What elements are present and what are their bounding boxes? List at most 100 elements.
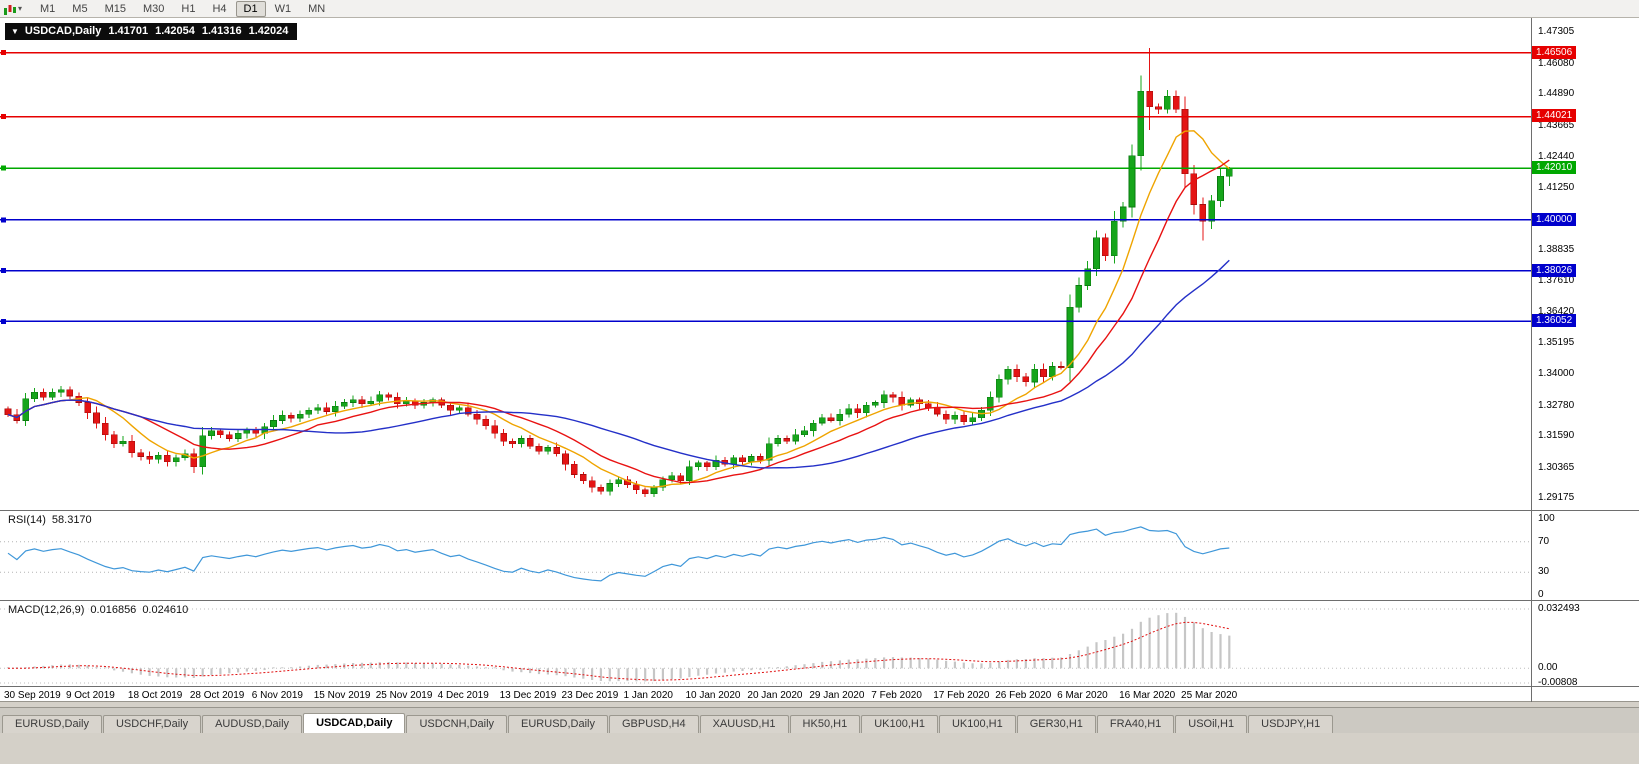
macd-main-value: 0.016856: [90, 604, 137, 616]
price-axis-label: 1.47305: [1538, 26, 1575, 38]
date-axis-label: 6 Nov 2019: [251, 690, 303, 701]
chart-tab-audusd-daily[interactable]: AUDUSD,Daily: [202, 715, 303, 733]
chart-tab-gbpusd-h4[interactable]: GBPUSD,H4: [609, 715, 699, 733]
date-axis-label: 25 Nov 2019: [375, 690, 433, 701]
chart-tab-usdjpy-h1[interactable]: USDJPY,H1: [1248, 715, 1334, 733]
price-axis-label: 1.37610: [1538, 275, 1575, 287]
date-axis-label: 6 Mar 2020: [1057, 690, 1108, 701]
date-axis-label: 4 Dec 2019: [437, 690, 489, 701]
ohlc-open: 1.41701: [108, 25, 149, 37]
rsi-indicator-plot: [0, 526, 1531, 582]
timeframe-button-w1[interactable]: W1: [274, 2, 292, 15]
date-axis-label: 7 Feb 2020: [871, 690, 922, 701]
timeframe-button-m1[interactable]: M1: [40, 2, 56, 15]
date-axis-label: 10 Jan 2020: [685, 690, 741, 701]
rsi-indicator-label: RSI(14) 58.3170: [8, 514, 92, 526]
timeframe-button-m5[interactable]: M5: [72, 2, 88, 15]
price-level-badge: 1.36052: [1532, 314, 1577, 328]
price-level-badge: 1.38026: [1532, 263, 1577, 277]
timeframe-button-h4[interactable]: H4: [212, 2, 227, 15]
chart-tab-eurusd-daily[interactable]: EURUSD,Daily: [508, 715, 608, 733]
timeframes-toolbar: ▾ M1 M5 M15 M30 H1 H4 D1 W1 MN: [0, 0, 1639, 18]
timeframe-button-m30[interactable]: M30: [142, 2, 165, 15]
timeframe-button-mn[interactable]: MN: [308, 2, 326, 15]
date-axis-label: 17 Feb 2020: [933, 690, 990, 701]
date-axis-label: 26 Feb 2020: [995, 690, 1052, 701]
chart-tab-xauusd-h1[interactable]: XAUUSD,H1: [699, 715, 789, 733]
timeframe-buttons-group: M1 M5 M15 M30 H1 H4 D1 W1 MN: [32, 0, 334, 17]
date-axis-label: 15 Nov 2019: [313, 690, 371, 701]
macd-axis-label: -0.00808: [1538, 677, 1578, 688]
date-axis-label: 28 Oct 2019: [189, 690, 245, 701]
pane-separators: [0, 18, 1639, 702]
price-level-badge: 1.44021: [1532, 109, 1577, 123]
chart-type-icon[interactable]: [3, 3, 17, 15]
ohlc-low: 1.41316: [201, 25, 242, 37]
price-axis-label: 1.34000: [1538, 368, 1575, 380]
date-axis-label: 29 Jan 2020: [809, 690, 865, 701]
timeframe-button-m15[interactable]: M15: [104, 2, 126, 15]
price-axis-label: 1.41250: [1538, 181, 1575, 193]
date-axis-label: 18 Oct 2019: [127, 690, 183, 701]
macd-indicator-plot: [0, 608, 1531, 684]
horizontal-level-lines[interactable]: [0, 50, 1531, 324]
macd-indicator-label: MACD(12,26,9) 0.016856 0.024610: [8, 604, 189, 616]
chart-tab-usdchf-daily[interactable]: USDCHF,Daily: [102, 715, 202, 733]
price-axis-label: 1.31590: [1538, 430, 1575, 442]
price-axis-label: 1.32780: [1538, 399, 1575, 411]
price-axis-label: 1.29175: [1538, 492, 1575, 504]
price-axis-label: 1.35195: [1538, 337, 1575, 349]
chart-menu-caret-icon[interactable]: ▾: [18, 4, 23, 13]
price-axis-label: 1.44890: [1538, 88, 1575, 100]
chart-tabs-bar: EURUSD,Daily USDCHF,Daily AUDUSD,Daily USDC…: [0, 707, 1639, 733]
rsi-name: RSI(14): [8, 514, 46, 526]
rsi-axis-label: 0: [1538, 589, 1544, 600]
chart-tab-usdcnh-daily[interactable]: USDCNH,Daily: [406, 715, 508, 733]
chart-area: ▼ USDCAD,Daily 1.41701 1.42054 1.41316 1…: [0, 18, 1639, 702]
chart-tab-eurusd-daily[interactable]: EURUSD,Daily: [2, 715, 102, 733]
price-axis-label: 1.42440: [1538, 151, 1575, 163]
macd-name: MACD(12,26,9): [8, 604, 85, 616]
chart-tab-usoil-h1[interactable]: USOil,H1: [1175, 715, 1248, 733]
chart-tab-uk100-h1[interactable]: UK100,H1: [861, 715, 938, 733]
price-axis-label: 1.43665: [1538, 119, 1575, 131]
chart-tab-usdcad-daily[interactable]: USDCAD,Daily: [303, 713, 406, 733]
price-level-badge: 1.40000: [1532, 212, 1577, 226]
macd-axis-label: 0.032493: [1538, 603, 1580, 614]
rsi-value: 58.3170: [51, 514, 92, 526]
date-axis-label: 30 Sep 2019: [4, 690, 61, 701]
date-axis-label: 13 Dec 2019: [499, 690, 557, 701]
chart-ohlc-title: ▼ USDCAD,Daily 1.41701 1.42054 1.41316 1…: [5, 23, 298, 40]
date-axis-label: 1 Jan 2020: [623, 690, 674, 701]
timeframe-button-d1[interactable]: D1: [235, 0, 266, 17]
chart-plot-svg[interactable]: [0, 18, 1639, 702]
price-level-badge: 1.42010: [1532, 161, 1577, 175]
rsi-axis-label: 70: [1538, 535, 1550, 547]
price-axis-label: 1.38835: [1538, 243, 1575, 255]
chart-tab-fra40-h1[interactable]: FRA40,H1: [1096, 715, 1175, 733]
price-level-badge: 1.46506: [1532, 45, 1577, 59]
collapse-triangle-icon[interactable]: ▼: [11, 26, 19, 36]
price-axis-label: 1.30365: [1538, 461, 1575, 473]
macd-signal-value: 0.024610: [142, 604, 189, 616]
date-axis-label: 9 Oct 2019: [65, 690, 115, 701]
moving-average-lines: [7, 130, 1230, 488]
date-axis-label: 20 Jan 2020: [747, 690, 803, 701]
ohlc-high: 1.42054: [155, 25, 195, 37]
ohlc-close: 1.42024: [248, 25, 289, 37]
chart-tab-hk50-h1[interactable]: HK50,H1: [789, 715, 861, 733]
rsi-axis-label: 100: [1538, 513, 1555, 524]
candlestick-series: [4, 48, 1233, 498]
timeframe-button-h1[interactable]: H1: [181, 2, 196, 15]
price-axis-label: 1.46080: [1538, 57, 1575, 69]
date-axis-label: 25 Mar 2020: [1181, 690, 1238, 701]
date-axis-label: 23 Dec 2019: [561, 690, 619, 701]
chart-plot-host[interactable]: [0, 18, 1639, 702]
macd-axis-label: 0.00: [1538, 662, 1558, 674]
price-axis-label: 1.36420: [1538, 305, 1575, 317]
rsi-axis-label: 30: [1538, 566, 1550, 578]
chart-tab-ger30-h1[interactable]: GER30,H1: [1016, 715, 1096, 733]
date-axis-label: 16 Mar 2020: [1119, 690, 1176, 701]
chart-tab-uk100-h1[interactable]: UK100,H1: [938, 715, 1016, 733]
